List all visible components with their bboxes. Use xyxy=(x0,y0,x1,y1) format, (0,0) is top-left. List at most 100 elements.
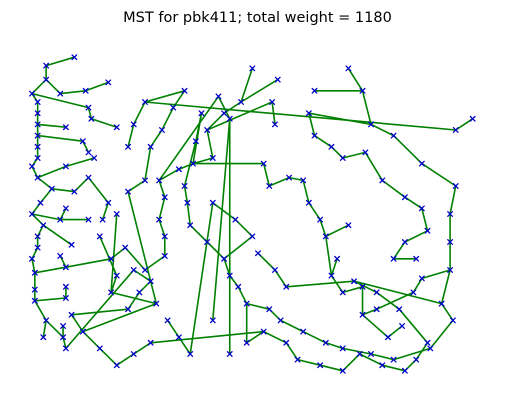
mst-edge xyxy=(101,202,110,221)
city-node-marker xyxy=(85,149,92,156)
city-node-marker xyxy=(368,121,374,128)
city-node-marker xyxy=(226,351,233,357)
city-node-marker xyxy=(328,143,335,150)
mst-edge xyxy=(330,257,338,277)
mst-edge xyxy=(212,118,231,322)
city-node-marker xyxy=(156,216,163,223)
city-node-marker xyxy=(204,127,211,133)
mst-edge xyxy=(144,146,152,182)
mst-edge xyxy=(302,330,327,344)
city-node-marker xyxy=(390,255,397,262)
city-node-marker xyxy=(34,174,41,181)
mst-edge xyxy=(158,218,166,238)
city-node-marker xyxy=(356,351,363,357)
city-node-marker xyxy=(399,323,406,329)
city-node-marker xyxy=(334,255,341,262)
city-node-marker xyxy=(108,289,115,296)
mst-edge xyxy=(99,347,118,367)
mst-edge xyxy=(370,353,395,361)
city-node-marker xyxy=(385,334,391,341)
city-node-marker xyxy=(113,211,120,217)
city-node-marker xyxy=(161,253,168,259)
city-node-marker xyxy=(260,160,267,167)
city-node-marker xyxy=(221,110,228,117)
mst-edge xyxy=(206,112,225,131)
city-node-marker xyxy=(147,143,154,150)
city-node-marker xyxy=(359,311,366,318)
city-node-marker xyxy=(29,90,35,97)
city-node-marker xyxy=(238,99,244,105)
mst-edge xyxy=(82,302,158,333)
mst-edge xyxy=(361,308,378,316)
mst-edge xyxy=(223,235,254,260)
mst-edge xyxy=(158,168,180,182)
mst-edge xyxy=(341,347,372,355)
mst-edge xyxy=(324,341,344,350)
city-node-marker xyxy=(181,87,188,94)
city-node-marker xyxy=(447,211,454,217)
city-node-marker xyxy=(184,199,191,206)
mst-edge xyxy=(90,118,118,128)
city-node-marker xyxy=(159,127,165,133)
mst-edge xyxy=(217,95,231,120)
city-node-marker xyxy=(379,362,386,369)
city-node-marker xyxy=(390,356,397,363)
mst-edge xyxy=(245,330,265,344)
mst-edge xyxy=(279,319,305,333)
city-node-marker xyxy=(31,269,38,276)
mst-edge xyxy=(421,269,451,280)
mst-edge xyxy=(361,90,372,126)
mst-edge xyxy=(132,101,146,126)
mst-edge xyxy=(45,319,64,339)
city-node-marker xyxy=(221,255,228,262)
city-node-marker xyxy=(209,199,216,206)
mst-edge xyxy=(31,165,39,179)
city-node-marker xyxy=(317,362,324,369)
mst-edge xyxy=(110,213,118,294)
city-node-marker xyxy=(269,99,276,105)
city-node-marker xyxy=(43,62,50,69)
city-node-marker xyxy=(105,199,112,206)
city-node-marker xyxy=(113,124,120,131)
city-node-marker xyxy=(82,87,89,94)
city-node-marker xyxy=(60,334,67,341)
city-node-marker xyxy=(339,155,346,161)
mst-edge xyxy=(268,176,290,187)
city-node-marker xyxy=(175,166,182,173)
mst-edge xyxy=(341,151,367,159)
mst-edge xyxy=(183,185,189,204)
city-node-marker xyxy=(322,233,329,240)
city-node-marker xyxy=(447,239,454,245)
mst-edge xyxy=(404,196,423,210)
mst-edge xyxy=(36,123,67,128)
city-node-marker xyxy=(469,115,476,122)
mst-edge xyxy=(45,56,76,67)
mst-edge xyxy=(65,257,112,269)
city-node-marker xyxy=(71,54,78,61)
city-node-marker xyxy=(359,87,366,94)
mst-edge xyxy=(158,95,220,182)
mst-edge xyxy=(59,90,87,95)
city-node-marker xyxy=(438,300,445,307)
mst-edge xyxy=(144,255,166,271)
mst-edge xyxy=(364,151,384,182)
mst-edge xyxy=(381,364,406,372)
city-node-marker xyxy=(108,255,115,262)
city-node-marker xyxy=(85,216,92,223)
city-node-marker xyxy=(305,199,312,206)
city-node-marker xyxy=(34,110,41,117)
city-node-marker xyxy=(373,289,380,296)
city-node-marker xyxy=(328,272,335,279)
mst-edge xyxy=(415,341,429,361)
city-node-marker xyxy=(34,233,41,240)
mst-edge xyxy=(206,101,273,131)
mst-edge xyxy=(341,353,361,372)
mst-edge xyxy=(192,112,203,165)
city-node-marker xyxy=(113,272,120,279)
city-node-marker xyxy=(31,286,38,293)
mst-edge xyxy=(31,246,39,260)
mst-edge xyxy=(42,224,73,246)
mst-edge xyxy=(449,185,457,215)
city-node-marker xyxy=(311,87,318,94)
city-node-marker xyxy=(209,155,216,161)
